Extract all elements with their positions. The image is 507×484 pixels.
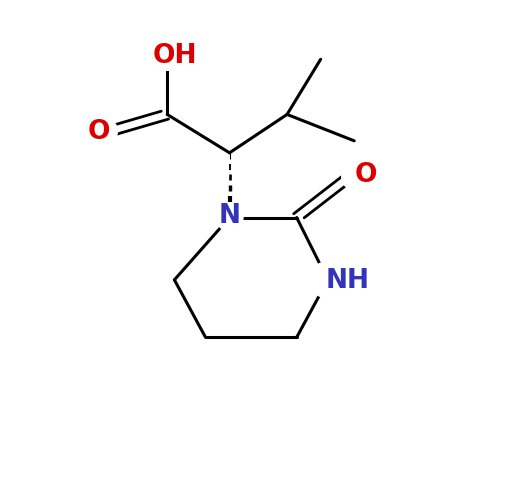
Circle shape — [90, 119, 117, 145]
Circle shape — [310, 262, 346, 299]
Text: N: N — [219, 203, 240, 228]
Text: O: O — [88, 119, 111, 145]
Circle shape — [154, 45, 180, 71]
Text: OH: OH — [152, 43, 197, 68]
Text: O: O — [355, 162, 377, 188]
Circle shape — [342, 164, 369, 191]
Text: NH: NH — [326, 267, 370, 293]
Circle shape — [216, 205, 243, 231]
